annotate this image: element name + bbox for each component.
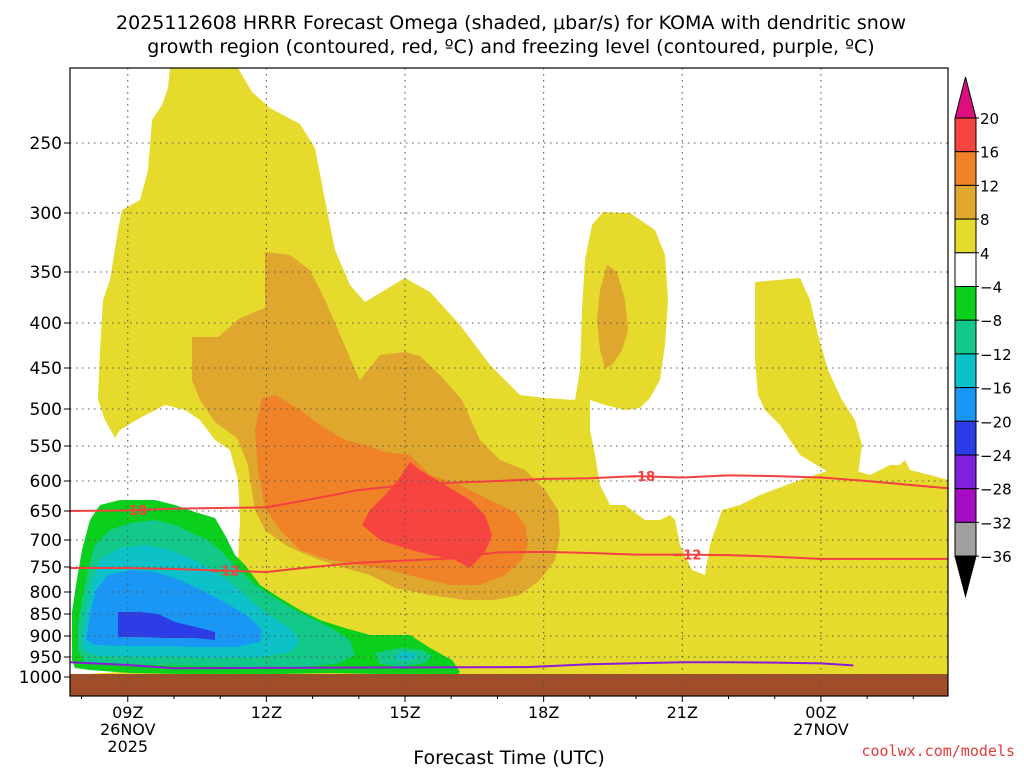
chart-title-line-1: 2025112608 HRRR Forecast Omega (shaded, … xyxy=(116,12,906,34)
y-tick-label: 950 xyxy=(30,648,62,668)
omega-region-plus4-east xyxy=(755,278,862,490)
ground-layer xyxy=(70,674,948,696)
colorbar-label: −16 xyxy=(980,380,1012,398)
contour-label: −18 xyxy=(626,470,655,485)
colorbar-band xyxy=(954,454,977,490)
colorbar-band xyxy=(954,353,977,389)
colorbar-label: 16 xyxy=(980,144,999,162)
x-tick-label: 2025 xyxy=(107,737,148,756)
y-tick-label: 250 xyxy=(30,134,62,154)
y-tick-label: 700 xyxy=(30,531,62,551)
colorbar-label: −4 xyxy=(980,279,1002,297)
colorbar-bottom-arrow xyxy=(954,555,977,599)
x-tick-label: 26NOV xyxy=(100,720,156,739)
colorbar-band xyxy=(954,387,977,422)
omega-region-minus20 xyxy=(118,612,215,640)
y-axis: 2503003504004505005506006507007508008509… xyxy=(19,134,70,688)
chart-title-line-2: growth region (contoured, red, ºC) and f… xyxy=(147,36,874,58)
contour-line-freezing-level xyxy=(70,661,854,670)
colorbar-band xyxy=(954,488,977,523)
x-tick-label: 15Z xyxy=(389,703,420,722)
contour-label: −12 xyxy=(672,549,701,564)
y-tick-label: 550 xyxy=(30,437,62,457)
colorbar-label: −24 xyxy=(980,447,1012,465)
colorbar-band xyxy=(954,286,977,321)
omega-region-plus8-upper xyxy=(597,265,628,368)
colorbar-label: −36 xyxy=(980,548,1012,566)
y-tick-label: 600 xyxy=(30,472,62,492)
colorbar-label: −8 xyxy=(980,312,1002,330)
plot-frame xyxy=(69,67,949,697)
colorbar: 20 16 12 8 4 −4 −8 −12 −16 −20 −24 −28 −32 −36 xyxy=(954,76,1012,599)
y-tick-label: 800 xyxy=(30,583,62,603)
contour-line-minus18 xyxy=(70,474,948,512)
omega-shading xyxy=(70,68,948,696)
colorbar-band xyxy=(954,117,977,153)
y-tick-label: 500 xyxy=(30,400,62,420)
y-tick-label: 900 xyxy=(30,627,62,647)
contour-label: −18 xyxy=(118,504,147,519)
colorbar-label: −12 xyxy=(980,346,1012,364)
y-tick-label: 1000 xyxy=(19,668,62,688)
colorbar-label: −32 xyxy=(980,514,1012,532)
colorbar-band xyxy=(954,521,977,557)
x-tick-label: 27NOV xyxy=(793,720,849,739)
x-tick-label: 18Z xyxy=(528,703,559,722)
colorbar-band xyxy=(954,151,977,186)
contour-line-minus12 xyxy=(70,550,948,573)
colorbar-band xyxy=(954,218,977,254)
y-tick-label: 350 xyxy=(30,263,62,283)
colorbar-label: −28 xyxy=(980,481,1012,499)
y-tick-label: 650 xyxy=(30,502,62,522)
colorbar-label: 8 xyxy=(980,211,990,229)
y-tick-label: 400 xyxy=(30,314,62,334)
x-tick-label: 00Z xyxy=(805,703,836,722)
x-tick-label: 12Z xyxy=(251,703,282,722)
x-tick-label: 09Z xyxy=(112,703,143,722)
y-tick-label: 450 xyxy=(30,359,62,379)
omega-region-plus16 xyxy=(362,462,492,568)
colorbar-label: 4 xyxy=(980,245,990,263)
colorbar-band xyxy=(954,319,977,355)
plot-area: −18 −18 −12 −12 xyxy=(70,68,948,696)
x-tick-label: 21Z xyxy=(667,703,698,722)
colorbar-band xyxy=(954,184,977,220)
colorbar-band xyxy=(954,252,977,288)
colorbar-label: −20 xyxy=(980,413,1012,431)
colorbar-top-arrow xyxy=(954,76,977,119)
y-tick-label: 300 xyxy=(30,204,62,224)
x-axis-title: Forecast Time (UTC) xyxy=(413,747,604,768)
contour-label: −12 xyxy=(210,565,239,580)
y-tick-label: 750 xyxy=(30,558,62,578)
y-tick-label: 850 xyxy=(30,605,62,625)
colorbar-band xyxy=(954,420,977,456)
colorbar-label: 20 xyxy=(980,110,999,128)
credit-text: coolwx.com/models xyxy=(861,742,1015,760)
contour-lines: −18 −18 −12 −12 xyxy=(70,470,948,670)
colorbar-label: 12 xyxy=(980,177,999,195)
